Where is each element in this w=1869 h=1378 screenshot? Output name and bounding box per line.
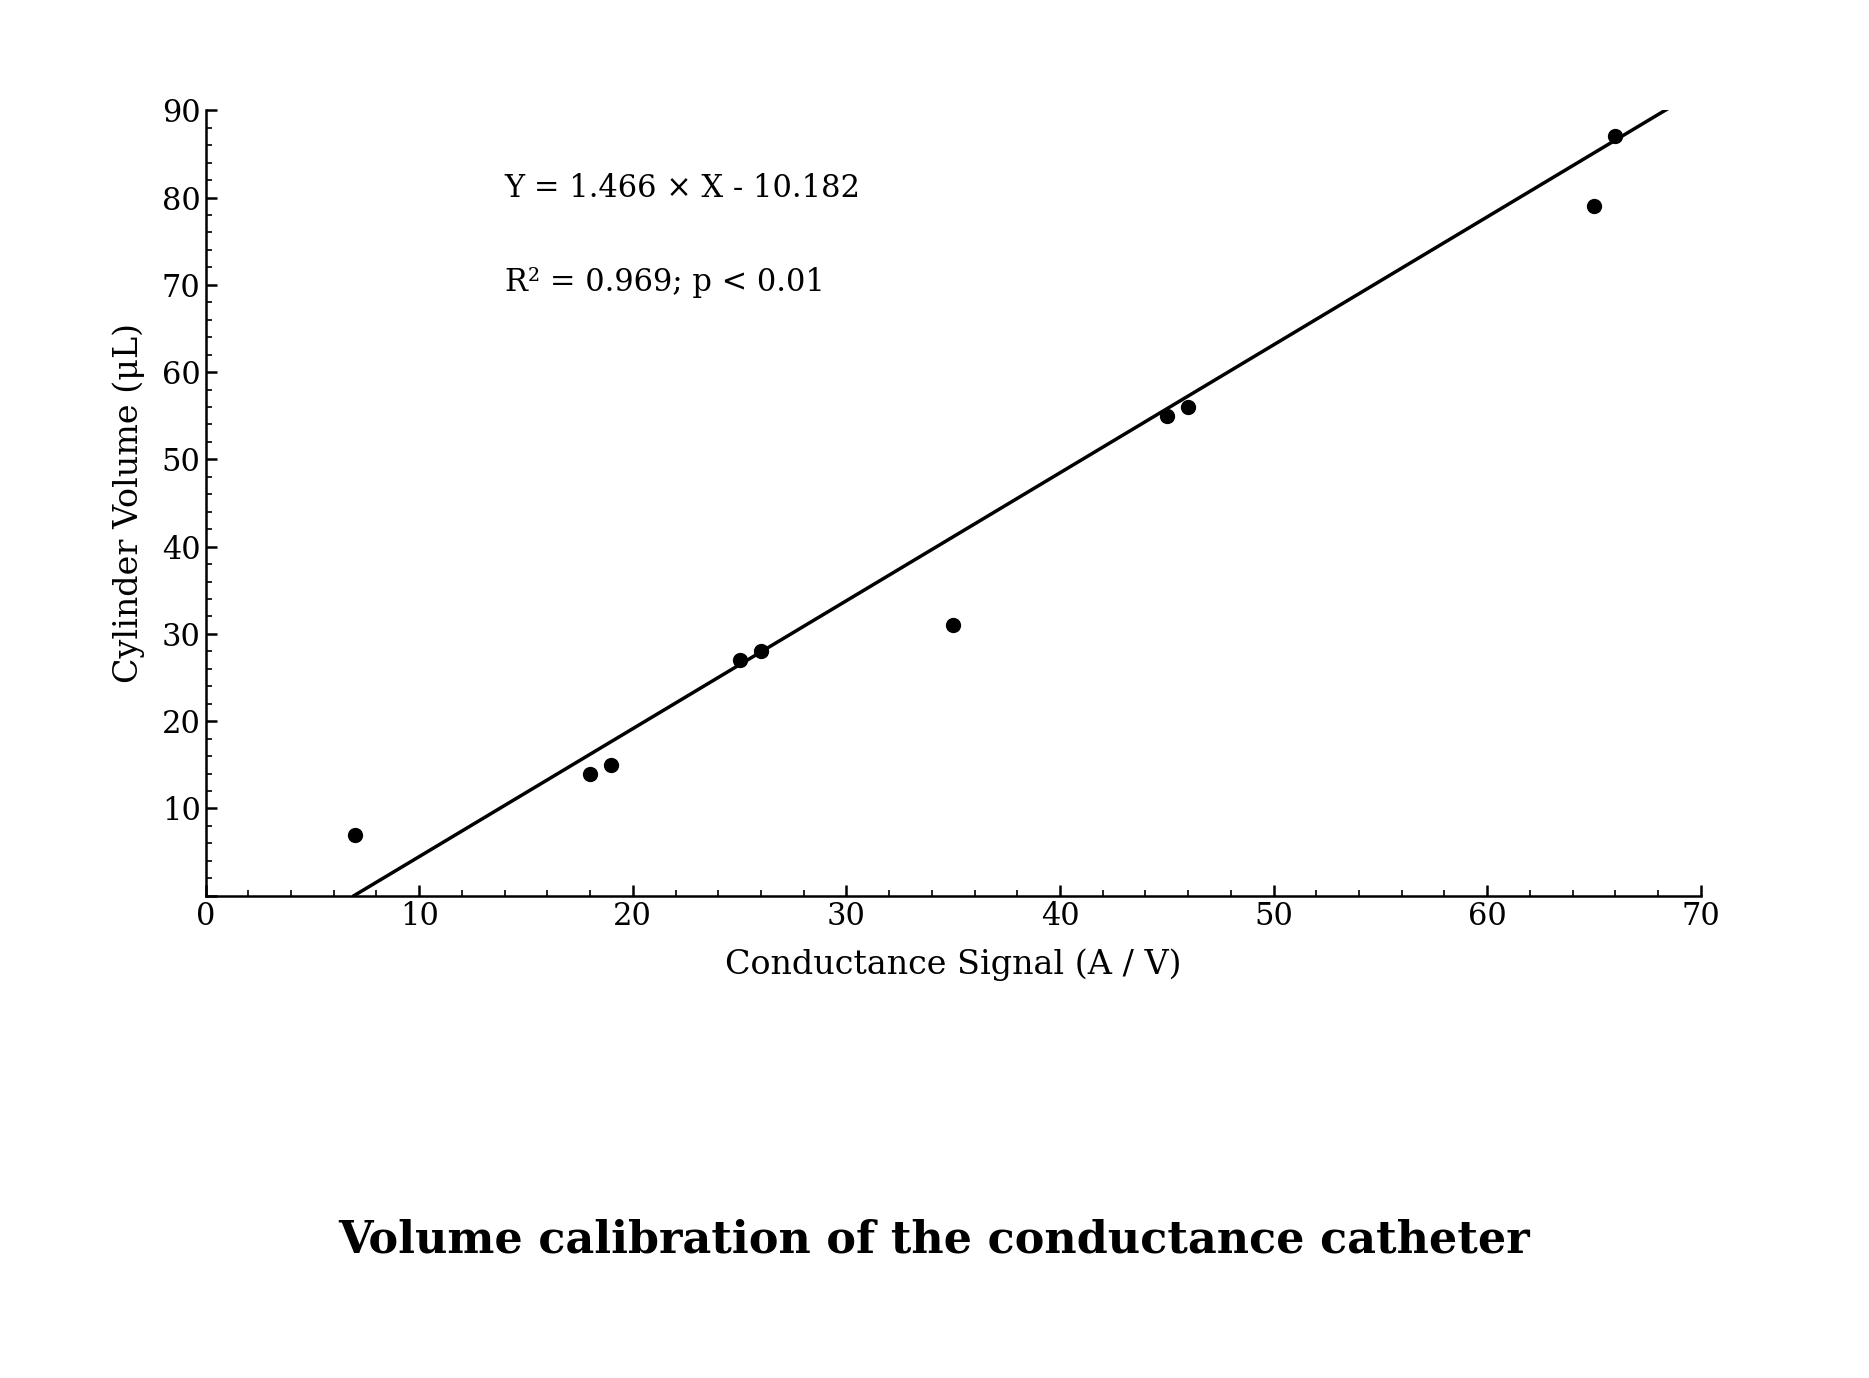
Y-axis label: Cylinder Volume (μL): Cylinder Volume (μL): [112, 322, 146, 683]
Point: [340, 824, 370, 846]
Text: R² = 0.969; p < 0.01: R² = 0.969; p < 0.01: [505, 267, 824, 298]
Point: [725, 649, 755, 671]
Point: [938, 615, 968, 637]
Point: [1579, 196, 1609, 218]
Point: [1174, 395, 1204, 418]
Point: [1600, 125, 1630, 147]
X-axis label: Conductance Signal (A / V): Conductance Signal (A / V): [725, 948, 1181, 981]
Point: [596, 754, 626, 776]
Point: [576, 762, 606, 784]
Text: Y = 1.466 × X - 10.182: Y = 1.466 × X - 10.182: [505, 174, 860, 204]
Point: [1151, 405, 1181, 427]
Point: [746, 641, 776, 663]
Text: Volume calibration of the conductance catheter: Volume calibration of the conductance ca…: [338, 1218, 1531, 1262]
